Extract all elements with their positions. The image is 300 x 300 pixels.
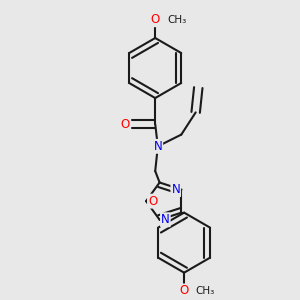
Text: N: N bbox=[171, 183, 180, 196]
Text: CH₃: CH₃ bbox=[167, 15, 186, 25]
Text: O: O bbox=[179, 284, 189, 297]
Text: N: N bbox=[154, 140, 162, 153]
Text: CH₃: CH₃ bbox=[196, 286, 215, 296]
Text: O: O bbox=[121, 118, 130, 130]
Text: O: O bbox=[151, 13, 160, 26]
Text: N: N bbox=[161, 213, 170, 226]
Text: O: O bbox=[148, 195, 157, 208]
